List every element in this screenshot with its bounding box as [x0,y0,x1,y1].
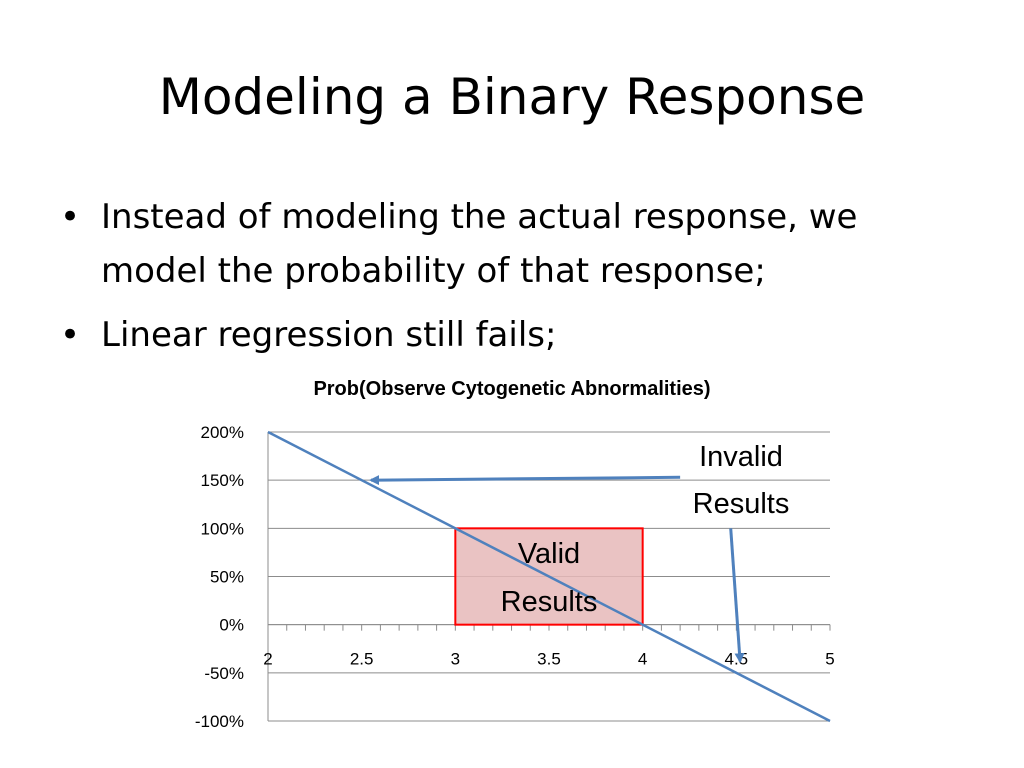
x-tick-label: 3.5 [537,650,561,669]
x-tick-label: 2.5 [350,650,374,669]
x-tick-label: 4.5 [725,650,749,669]
bullet-text: Instead of modeling the actual response,… [101,197,858,291]
y-tick-label: 50% [210,568,244,587]
bullet-glyph: • [60,197,81,237]
bullet-text: Linear regression still fails; [101,315,557,355]
bullet-glyph: • [60,315,81,355]
y-tick-label: 0% [219,616,244,635]
x-tick-label: 5 [825,650,834,669]
x-tick-label: 2 [263,650,272,669]
y-tick-label: -50% [204,664,244,683]
y-tick-label: 200% [201,423,244,442]
bullet-item: • Linear regression still fails; [60,308,960,362]
invalid-results-label: Invalid [699,441,783,473]
x-tick-label: 4 [638,650,647,669]
annotation-arrow [729,528,745,664]
bullet-item: • Instead of modeling the actual respons… [60,190,960,298]
annotation-arrow [369,475,681,486]
slide-title: Modeling a Binary Response [158,68,866,126]
y-tick-label: 150% [201,471,244,490]
y-tick-label: -100% [195,712,244,731]
valid-results-label: Valid [518,538,580,570]
valid-results-label: Results [501,586,598,618]
series-line [267,430,831,723]
y-tick-label: 100% [201,519,244,538]
chart-title: Prob(Observe Cytogenetic Abnormalities) [313,378,711,400]
x-tick-label: 3 [451,650,460,669]
bullet-list: • Instead of modeling the actual respons… [60,190,960,372]
invalid-results-label: Results [693,488,790,520]
